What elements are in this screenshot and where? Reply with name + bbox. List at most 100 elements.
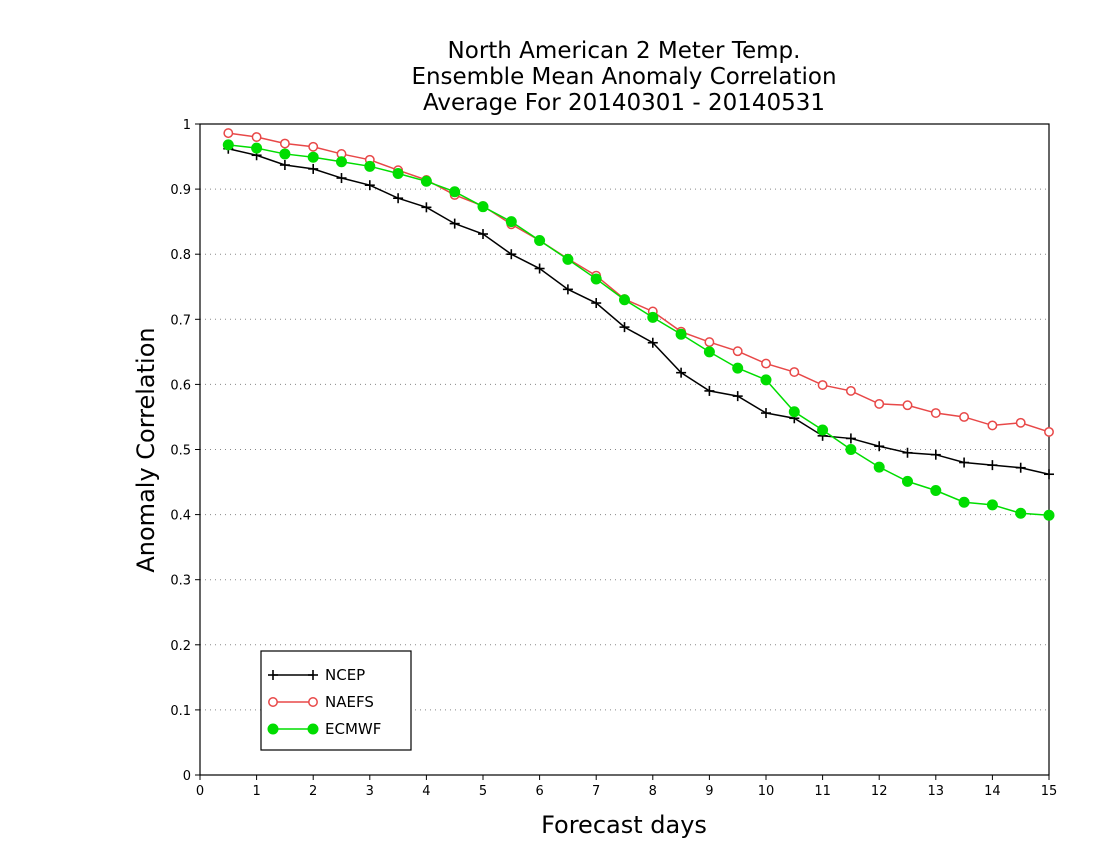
plus-marker xyxy=(987,460,998,471)
plus-marker xyxy=(308,163,319,174)
filled-circle-marker xyxy=(1015,507,1027,519)
series-ecmwf xyxy=(222,139,1055,521)
filled-circle-marker xyxy=(647,311,659,323)
x-tick-label: 8 xyxy=(649,784,657,799)
open-circle-marker xyxy=(789,367,800,377)
open-circle-marker xyxy=(817,380,828,391)
filled-circle-marker xyxy=(267,723,279,735)
legend-label: NAEFS xyxy=(325,693,374,711)
filled-circle-marker xyxy=(873,461,885,473)
filled-circle-marker xyxy=(279,148,291,160)
filled-circle-marker xyxy=(392,167,404,179)
x-tick-label: 6 xyxy=(535,784,543,799)
plus-marker xyxy=(591,298,602,309)
y-tick-label: 0 xyxy=(183,769,191,784)
plus-marker xyxy=(619,322,630,333)
x-tick-label: 3 xyxy=(366,784,374,799)
open-circle-marker xyxy=(223,128,234,139)
open-circle-marker xyxy=(845,385,856,396)
open-circle-marker xyxy=(987,420,998,431)
axes: 00.10.20.30.40.50.60.70.80.910 1 2 3 4 5 6 7 8 9 1… xyxy=(170,118,1057,799)
filled-circle-marker xyxy=(817,424,829,436)
y-tick-label: 0.9 xyxy=(170,183,191,198)
filled-circle-marker xyxy=(986,499,998,511)
open-circle-marker xyxy=(1015,417,1026,428)
plus-marker xyxy=(930,449,941,460)
filled-circle-marker xyxy=(336,156,347,168)
filled-circle-marker xyxy=(958,496,970,508)
open-circle-marker xyxy=(930,408,941,418)
x-tick-label: 13 xyxy=(928,784,945,799)
open-circle-marker xyxy=(251,132,262,142)
y-axis-label: Anomaly Correlation xyxy=(132,327,160,572)
open-circle-marker xyxy=(279,138,290,149)
filled-circle-marker xyxy=(930,485,942,497)
data-series xyxy=(222,128,1055,521)
y-tick-label: 0.5 xyxy=(170,444,191,459)
title-line-1: North American 2 Meter Temp. xyxy=(448,38,801,64)
series-line xyxy=(228,148,1050,475)
filled-circle-marker xyxy=(307,723,319,735)
x-tick-label: 12 xyxy=(871,784,888,799)
filled-circle-marker xyxy=(477,201,489,213)
x-axis-label: Forecast days xyxy=(541,811,707,839)
legend-entry: NCEP xyxy=(268,666,365,684)
x-tick-label: 0 xyxy=(196,784,204,799)
plus-marker xyxy=(704,385,715,396)
filled-circle-marker xyxy=(902,475,913,487)
open-circle-marker xyxy=(704,337,715,348)
grid-lines xyxy=(200,188,1049,711)
plus-marker xyxy=(1015,462,1026,473)
filled-circle-marker xyxy=(222,139,234,151)
open-circle-marker xyxy=(902,400,913,411)
series-naefs xyxy=(223,128,1054,437)
y-tick-label: 0.6 xyxy=(170,378,191,393)
filled-circle-marker xyxy=(420,175,432,187)
y-tick-label: 0.7 xyxy=(170,313,191,328)
title-line-2: Ensemble Mean Anomaly Correlation xyxy=(411,64,836,90)
plus-marker xyxy=(268,670,278,680)
open-circle-marker xyxy=(1044,426,1054,437)
filled-circle-marker xyxy=(251,142,263,154)
series-line xyxy=(228,144,1050,516)
plus-marker xyxy=(393,193,404,204)
filled-circle-marker xyxy=(1043,509,1055,521)
plus-marker xyxy=(732,391,743,402)
filled-circle-marker xyxy=(590,273,602,285)
plus-marker xyxy=(364,180,375,191)
title-line-3: Average For 20140301 - 20140531 xyxy=(423,90,825,116)
chart-title: North American 2 Meter Temp. Ensemble Me… xyxy=(411,38,836,116)
series-line xyxy=(228,132,1050,433)
filled-circle-marker xyxy=(562,253,574,265)
plus-marker xyxy=(1044,469,1054,480)
plus-marker xyxy=(534,263,545,274)
plus-marker xyxy=(647,337,658,348)
filled-circle-marker xyxy=(534,235,546,247)
open-circle-marker xyxy=(732,346,743,357)
filled-circle-marker xyxy=(675,328,687,340)
filled-circle-marker xyxy=(364,160,376,172)
plus-marker xyxy=(874,441,885,452)
filled-circle-marker xyxy=(732,362,744,374)
y-tick-label: 0.3 xyxy=(170,574,191,589)
plus-marker xyxy=(421,202,432,213)
open-circle-marker xyxy=(959,412,970,422)
filled-circle-marker xyxy=(703,346,715,358)
legend-entry: ECMWF xyxy=(267,720,381,738)
plus-marker xyxy=(478,229,488,240)
filled-circle-marker xyxy=(845,444,857,455)
plus-marker xyxy=(676,367,687,378)
plus-marker xyxy=(761,408,771,419)
x-tick-label: 10 xyxy=(758,784,775,799)
y-tick-label: 0.1 xyxy=(170,704,191,719)
legend-label: ECMWF xyxy=(325,720,381,738)
y-tick-label: 0.4 xyxy=(170,509,191,524)
legend-box xyxy=(260,650,412,751)
x-tick-label: 11 xyxy=(814,784,831,799)
plus-marker xyxy=(845,433,856,444)
x-tick-label: 2 xyxy=(309,784,317,799)
filled-circle-marker xyxy=(449,186,461,198)
series-ncep xyxy=(223,143,1054,480)
plus-marker xyxy=(279,160,290,171)
